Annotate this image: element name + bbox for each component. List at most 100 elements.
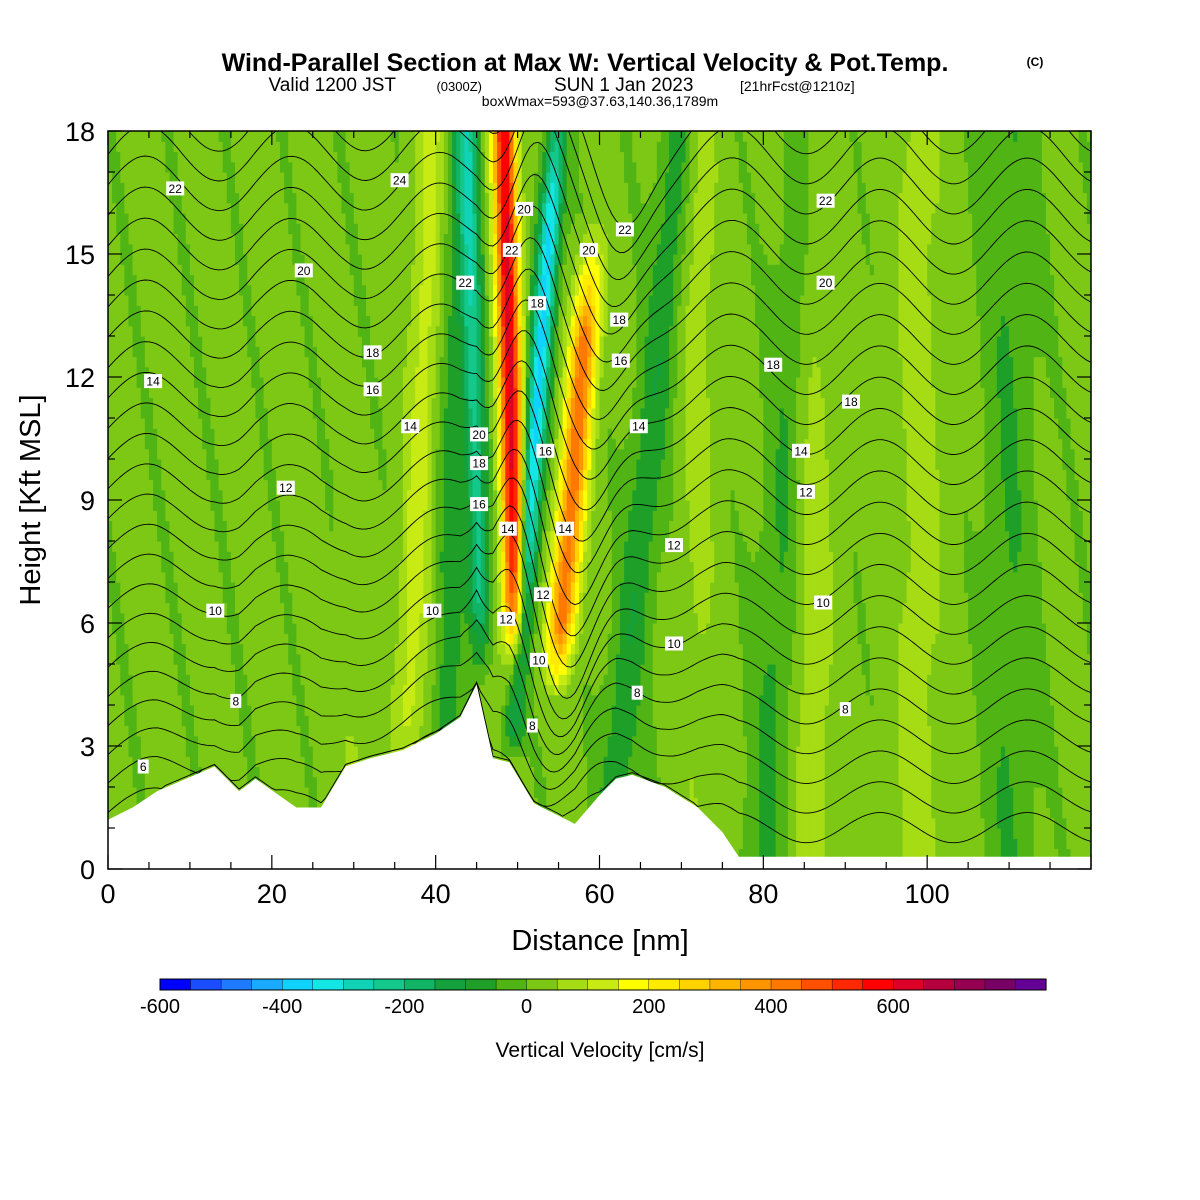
- velocity-cell: [189, 284, 195, 296]
- velocity-cell: [239, 161, 244, 173]
- velocity-cell: [136, 725, 142, 737]
- velocity-cell: [169, 428, 175, 440]
- velocity-cell: [378, 151, 384, 163]
- velocity-cell: [169, 346, 175, 358]
- velocity-cell: [320, 459, 326, 470]
- velocity-cell: [230, 561, 236, 573]
- velocity-cell: [366, 602, 371, 614]
- velocity-cell: [312, 602, 318, 614]
- velocity-cell: [165, 705, 171, 716]
- velocity-cell: [243, 202, 248, 214]
- velocity-cell: [124, 684, 130, 696]
- velocity-cell: [333, 305, 338, 317]
- velocity-cell: [275, 438, 281, 450]
- velocity-cell: [194, 479, 199, 491]
- velocity-cell: [337, 448, 343, 460]
- velocity-cell: [251, 315, 257, 327]
- velocity-cell: [366, 746, 371, 757]
- valid-date: SUN 1 Jan 2023: [554, 75, 693, 96]
- velocity-cell: [320, 715, 326, 727]
- velocity-cell: [230, 295, 236, 306]
- velocity-cell: [361, 541, 367, 552]
- velocity-cell: [271, 510, 277, 522]
- velocity-cell: [165, 295, 171, 306]
- velocity-cell: [251, 592, 257, 604]
- velocity-cell: [136, 213, 142, 224]
- velocity-cell: [263, 233, 269, 245]
- velocity-cell: [357, 592, 363, 604]
- velocity-cell: [132, 223, 138, 235]
- velocity-cell: [296, 694, 302, 706]
- velocity-cell: [374, 131, 379, 142]
- velocity-cell: [329, 397, 334, 409]
- velocity-cell: [230, 541, 236, 552]
- velocity-cell: [230, 520, 236, 532]
- velocity-cell: [128, 725, 134, 737]
- velocity-cell: [116, 489, 121, 501]
- velocity-cell: [263, 243, 269, 255]
- velocity-cell: [161, 756, 166, 768]
- velocity-cell: [173, 366, 179, 378]
- velocity-cell: [284, 223, 289, 235]
- velocity-cell: [230, 459, 236, 470]
- velocity-cell: [226, 725, 232, 737]
- velocity-cell: [161, 213, 166, 224]
- velocity-cell: [300, 448, 306, 460]
- velocity-cell: [325, 551, 330, 563]
- velocity-cell: [259, 387, 265, 399]
- velocity-cell: [218, 756, 224, 768]
- velocity-cell: [378, 633, 384, 645]
- velocity-cell: [337, 725, 343, 737]
- velocity-cell: [337, 151, 343, 163]
- velocity-cell: [218, 305, 224, 317]
- velocity-cell: [181, 448, 187, 460]
- velocity-cell: [300, 172, 306, 183]
- velocity-cell: [308, 131, 314, 142]
- velocity-cell: [132, 684, 138, 696]
- velocity-cell: [320, 213, 326, 224]
- velocity-cell: [316, 161, 322, 173]
- velocity-cell: [234, 541, 240, 552]
- velocity-cell: [157, 438, 162, 450]
- velocity-cell: [312, 715, 318, 727]
- velocity-cell: [181, 530, 187, 542]
- velocity-cell: [132, 571, 138, 583]
- velocity-cell: [259, 233, 265, 245]
- velocity-cell: [341, 325, 347, 337]
- velocity-cell: [374, 705, 379, 716]
- velocity-cell: [132, 602, 138, 614]
- velocity-cell: [177, 407, 183, 419]
- velocity-cell: [153, 233, 158, 245]
- velocity-cell: [341, 756, 347, 768]
- velocity-cell: [136, 284, 142, 296]
- velocity-cell: [378, 315, 384, 327]
- velocity-cell: [259, 469, 265, 481]
- velocity-cell: [349, 674, 355, 686]
- velocity-cell: [112, 582, 117, 593]
- velocity-cell: [210, 500, 216, 511]
- velocity-cell: [382, 325, 388, 337]
- velocity-cell: [300, 561, 306, 573]
- velocity-cell: [259, 448, 265, 460]
- velocity-cell: [136, 202, 142, 214]
- velocity-cell: [226, 233, 232, 245]
- velocity-cell: [136, 592, 142, 604]
- velocity-cell: [370, 131, 375, 142]
- velocity-cell: [112, 223, 117, 235]
- velocity-cell: [234, 161, 240, 173]
- velocity-cell: [169, 418, 175, 429]
- velocity-cell: [259, 705, 265, 716]
- velocity-cell: [222, 254, 228, 265]
- valid-time-prefix: Valid 1200 JST: [269, 75, 397, 96]
- velocity-cell: [169, 705, 175, 716]
- velocity-cell: [234, 377, 240, 388]
- velocity-cell: [280, 182, 285, 194]
- velocity-cell: [333, 141, 338, 153]
- velocity-cell: [386, 500, 392, 511]
- velocity-cell: [202, 694, 207, 706]
- velocity-cell: [144, 469, 150, 481]
- velocity-cell: [366, 151, 371, 163]
- velocity-cell: [153, 407, 158, 419]
- velocity-cell: [370, 192, 375, 204]
- velocity-cell: [288, 561, 293, 573]
